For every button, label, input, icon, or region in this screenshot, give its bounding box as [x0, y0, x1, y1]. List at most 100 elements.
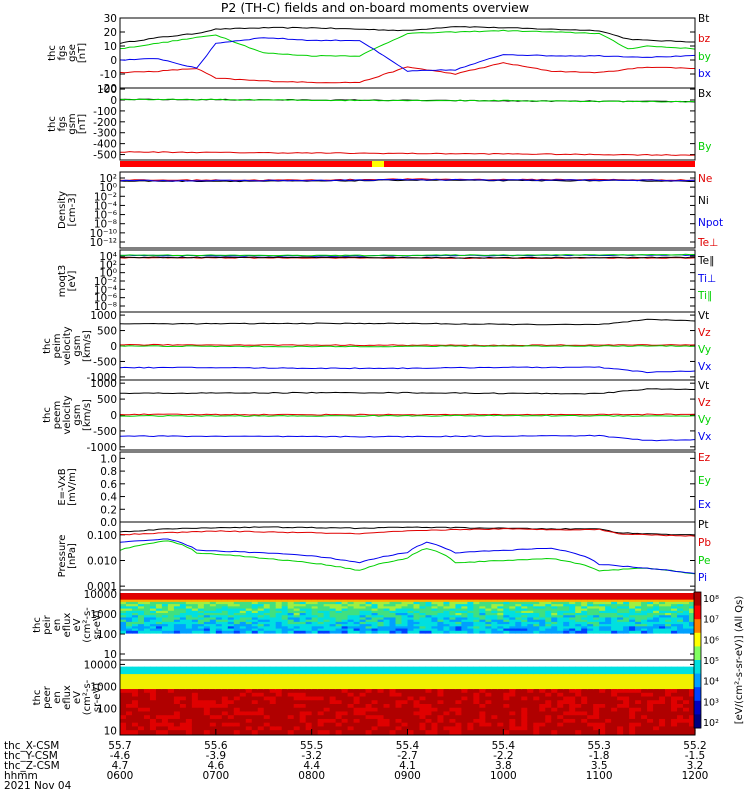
heatmap-cell — [671, 613, 678, 616]
heatmap-cell — [131, 711, 139, 716]
heatmap-cell — [209, 715, 217, 720]
heatmap-cell — [539, 711, 546, 716]
heatmap-cell — [311, 711, 319, 716]
heatmap-cell — [275, 615, 283, 619]
heatmap-cell — [581, 630, 588, 634]
heatmap-cell — [221, 726, 229, 731]
heatmap-cell — [335, 722, 343, 728]
heatmap-cell — [281, 599, 289, 603]
heatmap-cell — [329, 666, 337, 671]
heatmap-cell — [467, 610, 474, 614]
heatmap-cell — [191, 722, 199, 728]
heatmap-cell — [221, 630, 229, 634]
heatmap-cell — [323, 597, 331, 601]
heatmap-cell — [689, 628, 696, 632]
heatmap-cell — [251, 666, 259, 671]
heatmap-cell — [185, 674, 193, 679]
heatmap-cell — [269, 689, 277, 694]
panel-frame — [119, 249, 696, 313]
heatmap-cell — [473, 711, 480, 716]
heatmap-cell — [689, 604, 696, 607]
heatmap-cell — [239, 718, 247, 724]
heatmap-cell — [617, 621, 624, 625]
heatmap-cell — [143, 613, 151, 616]
heatmap-cell — [383, 617, 391, 621]
heatmap-cell — [617, 707, 624, 713]
heatmap-cell — [515, 730, 522, 735]
series-line-Vx — [119, 366, 696, 374]
heatmap-cell — [365, 615, 373, 619]
heatmap-cell — [575, 722, 582, 728]
heatmap-cell — [125, 621, 133, 625]
heatmap-cell — [215, 613, 223, 616]
colorbar-segment — [694, 605, 701, 620]
heatmap-cell — [407, 595, 415, 599]
heatmap-cell — [617, 696, 624, 701]
heatmap-cell — [299, 718, 307, 724]
heatmap-cell — [371, 630, 379, 634]
heatmap-cell — [120, 703, 127, 709]
heatmap-cell — [437, 689, 445, 694]
heatmap-cell — [647, 707, 654, 713]
heatmap-cell — [443, 608, 451, 612]
heatmap-cell — [443, 696, 451, 701]
heatmap-cell — [587, 685, 594, 690]
heatmap-cell — [491, 624, 498, 627]
y-tick-label: 10⁴ — [99, 251, 117, 263]
series-line-By — [119, 98, 696, 103]
heatmap-cell — [221, 677, 229, 683]
heatmap-cell — [449, 715, 457, 720]
heatmap-cell — [377, 711, 385, 716]
heatmap-cell — [365, 700, 373, 705]
heatmap-cell — [527, 715, 534, 720]
heatmap-cell — [251, 597, 259, 601]
heatmap-cell — [575, 715, 582, 720]
y-axis-label: [nT] — [77, 43, 88, 63]
heatmap-cell — [383, 722, 391, 728]
heatmap-cell — [353, 626, 361, 630]
heatmap-cell — [203, 604, 211, 607]
heatmap-cell — [653, 700, 660, 705]
heatmap-cell — [689, 700, 696, 705]
heatmap-cell — [215, 604, 223, 607]
heatmap-cell — [509, 730, 516, 735]
heatmap-cell — [221, 606, 229, 610]
heatmap-cell — [143, 599, 151, 603]
heatmap-cell — [563, 685, 570, 690]
heatmap-cell — [581, 670, 588, 675]
heatmap-cell — [617, 626, 624, 630]
heatmap-cell — [203, 670, 211, 675]
heatmap-cell — [245, 730, 253, 735]
heatmap-cell — [659, 626, 666, 630]
heatmap-cell — [515, 718, 522, 724]
heatmap-cell — [191, 597, 199, 601]
heatmap-cell — [125, 703, 133, 709]
heatmap-cell — [629, 730, 636, 735]
heatmap-cell — [395, 606, 403, 610]
heatmap-cell — [341, 715, 349, 720]
heatmap-cell — [533, 599, 540, 603]
heatmap-cell — [275, 626, 283, 630]
heatmap-cell — [515, 677, 522, 683]
heatmap-cell — [407, 677, 415, 683]
heatmap-cell — [371, 703, 379, 709]
heatmap-cell — [419, 711, 427, 716]
heatmap-cell — [155, 700, 163, 705]
heatmap-cell — [341, 621, 349, 625]
series-line-Pi — [119, 538, 696, 574]
heatmap-cell — [593, 601, 600, 605]
heatmap-cell — [173, 628, 181, 632]
heatmap-cell — [131, 630, 139, 634]
heatmap-cell — [545, 628, 552, 632]
heatmap-cell — [143, 681, 151, 686]
heatmap-cell — [185, 730, 193, 735]
heatmap-cell — [317, 615, 325, 619]
heatmap-cell — [413, 604, 421, 607]
heatmap-cell — [437, 718, 445, 724]
heatmap-cell — [215, 610, 223, 614]
heatmap-cell — [227, 681, 235, 686]
heatmap-cell — [455, 606, 463, 610]
heatmap-cell — [623, 619, 630, 623]
heatmap-cell — [287, 617, 295, 621]
heatmap-cell — [671, 597, 678, 601]
